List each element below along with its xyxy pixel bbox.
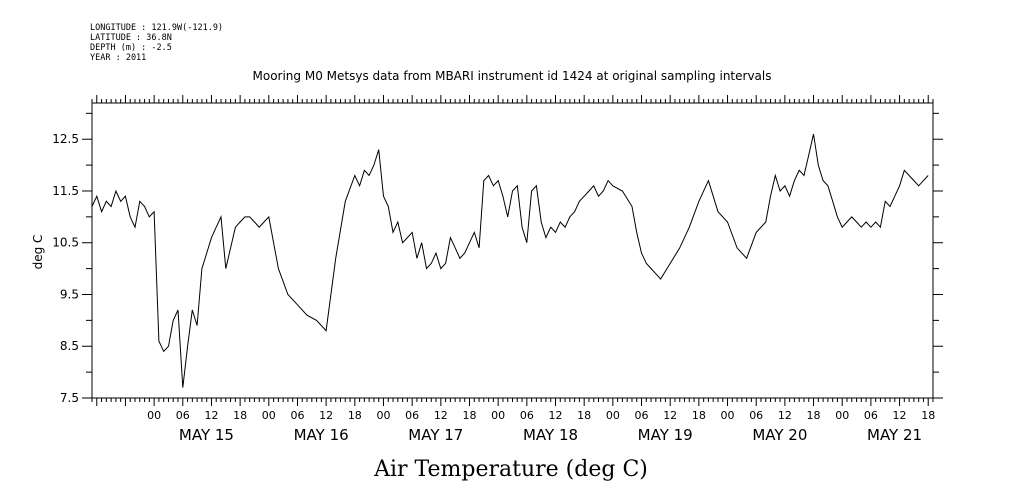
x-hour-label: 12: [319, 409, 333, 422]
x-hour-label: 12: [204, 409, 218, 422]
depth-text: DEPTH (m) : -2.5: [90, 43, 172, 53]
x-hour-label: 18: [462, 409, 476, 422]
x-hour-label: 00: [721, 409, 735, 422]
x-day-label: MAY 16: [294, 426, 349, 444]
x-hour-label: 00: [491, 409, 505, 422]
y-tick-label: 7.5: [60, 391, 79, 405]
x-day-label: MAY 17: [408, 426, 463, 444]
y-tick-label: 10.5: [52, 236, 79, 250]
x-day-label: MAY 19: [638, 426, 693, 444]
x-hour-label: 18: [807, 409, 821, 422]
air-temperature-line: [91, 133, 929, 388]
y-tick-label: 12.5: [52, 132, 79, 146]
y-tick-label: 8.5: [60, 339, 79, 353]
year-text: YEAR : 2011: [90, 53, 146, 63]
x-hour-label: 00: [606, 409, 620, 422]
axes: 7.5 8.5 9.5 10.5 11.5 12.5 00 06 12 18 00 06 12 18 00 0…: [52, 95, 943, 444]
x-hour-label: 00: [262, 409, 276, 422]
plot-frame: [91, 102, 934, 399]
x-hour-label: 06: [405, 409, 419, 422]
x-hour-label: 18: [692, 409, 706, 422]
x-hour-label: 12: [663, 409, 677, 422]
x-hour-label: 00: [147, 409, 161, 422]
x-day-label: MAY 20: [752, 426, 807, 444]
x-hour-label: 12: [778, 409, 792, 422]
y-tick-label: 11.5: [52, 184, 79, 198]
x-hour-label: 12: [434, 409, 448, 422]
x-hour-label: 12: [893, 409, 907, 422]
x-axis-label: Air Temperature (deg C): [373, 457, 648, 482]
x-hour-label: 18: [233, 409, 247, 422]
x-hour-label: 06: [520, 409, 534, 422]
x-hour-label: 18: [577, 409, 591, 422]
y-tick-label: 9.5: [60, 287, 79, 301]
x-hour-label: 18: [921, 409, 935, 422]
latitude-text: LATITUDE : 36.8N: [90, 33, 172, 43]
x-hour-label: 06: [635, 409, 649, 422]
longitude-text: LONGITUDE : 121.9W(-121.9): [90, 23, 223, 33]
x-hour-label: 06: [290, 409, 304, 422]
x-hour-label: 12: [549, 409, 563, 422]
x-hour-label: 00: [376, 409, 390, 422]
chart-title: Mooring M0 Metsys data from MBARI instru…: [253, 69, 772, 83]
y-axis-label: deg C: [31, 235, 45, 270]
x-hour-label: 06: [176, 409, 190, 422]
x-hour-label: 00: [835, 409, 849, 422]
x-hour-label: 06: [864, 409, 878, 422]
x-day-label: MAY 15: [179, 426, 234, 444]
series-layer: [91, 133, 929, 388]
x-day-label: MAY 21: [867, 426, 922, 444]
x-hour-label: 06: [749, 409, 763, 422]
x-day-label: MAY 18: [523, 426, 578, 444]
x-hour-label: 18: [348, 409, 362, 422]
